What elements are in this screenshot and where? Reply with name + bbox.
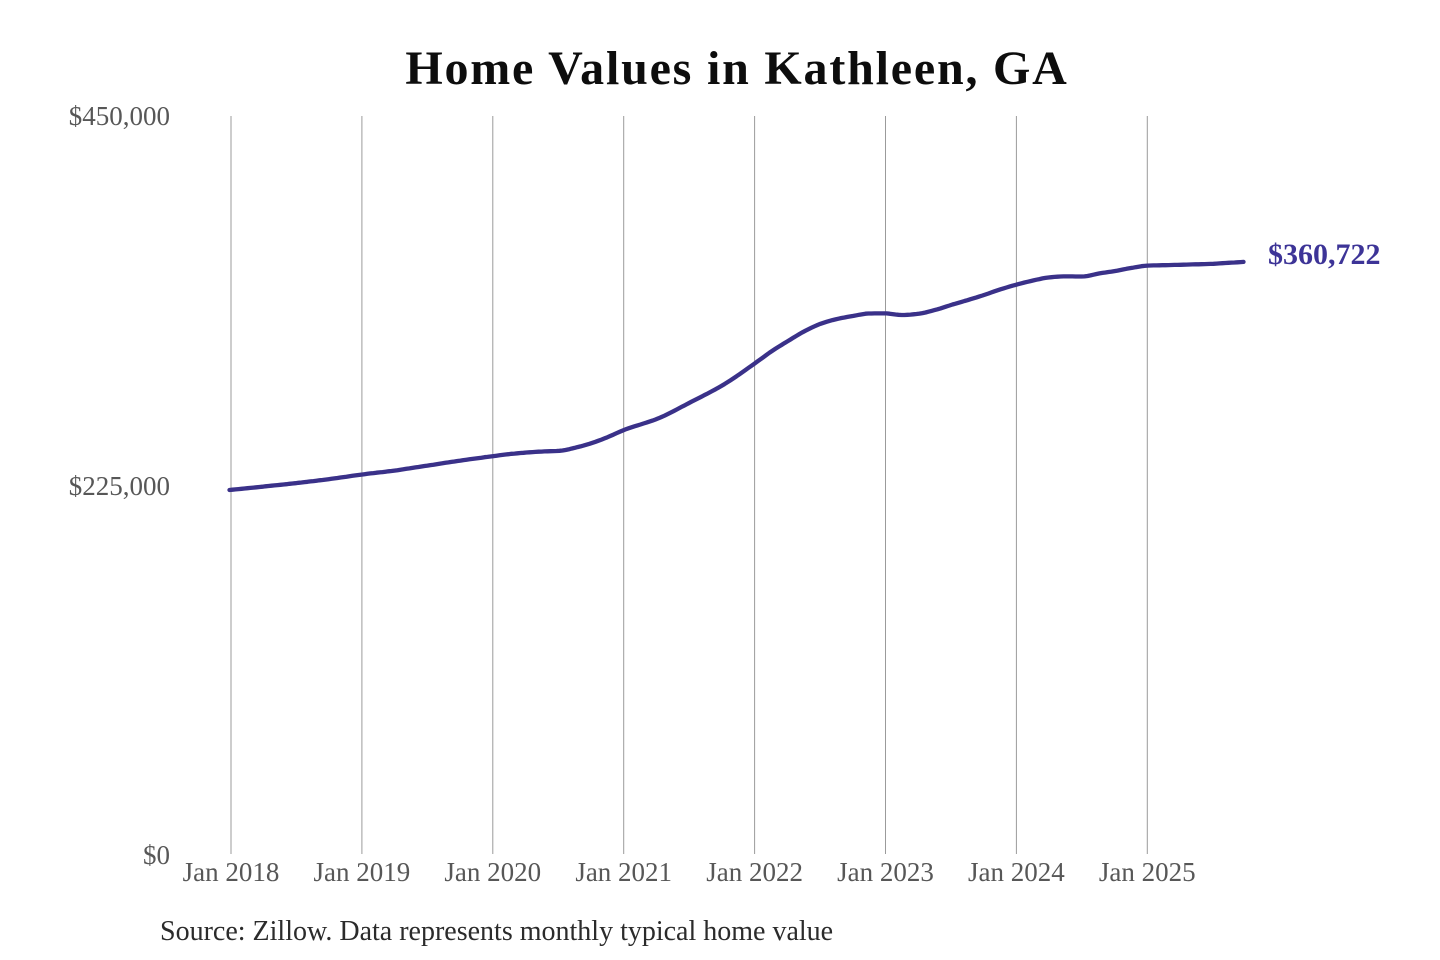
svg-text:$0: $0 xyxy=(143,840,170,870)
svg-text:Source: Zillow. Data represent: Source: Zillow. Data represents monthly … xyxy=(160,916,833,947)
svg-text:$225,000: $225,000 xyxy=(69,471,170,501)
svg-text:Jan 2021: Jan 2021 xyxy=(575,857,672,887)
svg-text:Jan 2020: Jan 2020 xyxy=(444,857,541,887)
svg-text:$360,722: $360,722 xyxy=(1268,238,1381,271)
svg-text:Jan 2023: Jan 2023 xyxy=(837,857,934,887)
svg-text:Jan 2022: Jan 2022 xyxy=(706,857,803,887)
svg-text:$450,000: $450,000 xyxy=(69,101,170,131)
svg-text:Jan 2019: Jan 2019 xyxy=(314,857,411,887)
svg-text:Home Values in Kathleen, GA: Home Values in Kathleen, GA xyxy=(405,42,1068,95)
svg-text:Jan 2024: Jan 2024 xyxy=(968,857,1065,887)
svg-text:Jan 2018: Jan 2018 xyxy=(183,857,280,887)
svg-text:Jan 2025: Jan 2025 xyxy=(1099,857,1196,887)
